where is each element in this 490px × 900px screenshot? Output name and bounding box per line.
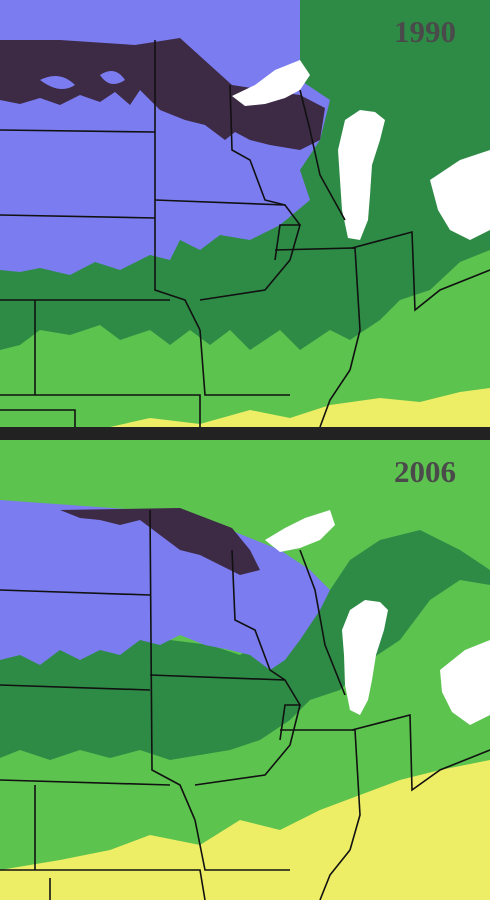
map-panel-1990: 1990 xyxy=(0,0,490,427)
map-panel-2006: 2006 xyxy=(0,440,490,900)
lake-superior xyxy=(265,510,335,552)
zone-4-region xyxy=(0,500,330,670)
lake-michigan xyxy=(338,110,385,240)
map-year-label: 1990 xyxy=(394,14,456,49)
lake-michigan xyxy=(342,600,388,715)
lake-superior xyxy=(232,60,310,106)
hardiness-map-1990 xyxy=(0,0,490,427)
panel-divider xyxy=(0,427,490,440)
hardiness-map-2006 xyxy=(0,440,490,900)
zone-7-region xyxy=(0,760,490,900)
zone-5-region xyxy=(0,530,490,760)
zone-3-region xyxy=(0,38,325,150)
map-year-label: 2006 xyxy=(394,454,456,489)
lake-huron xyxy=(430,150,490,240)
lake-huron xyxy=(440,640,490,725)
zone-7-region xyxy=(110,388,490,427)
zone-3-region xyxy=(60,508,260,575)
